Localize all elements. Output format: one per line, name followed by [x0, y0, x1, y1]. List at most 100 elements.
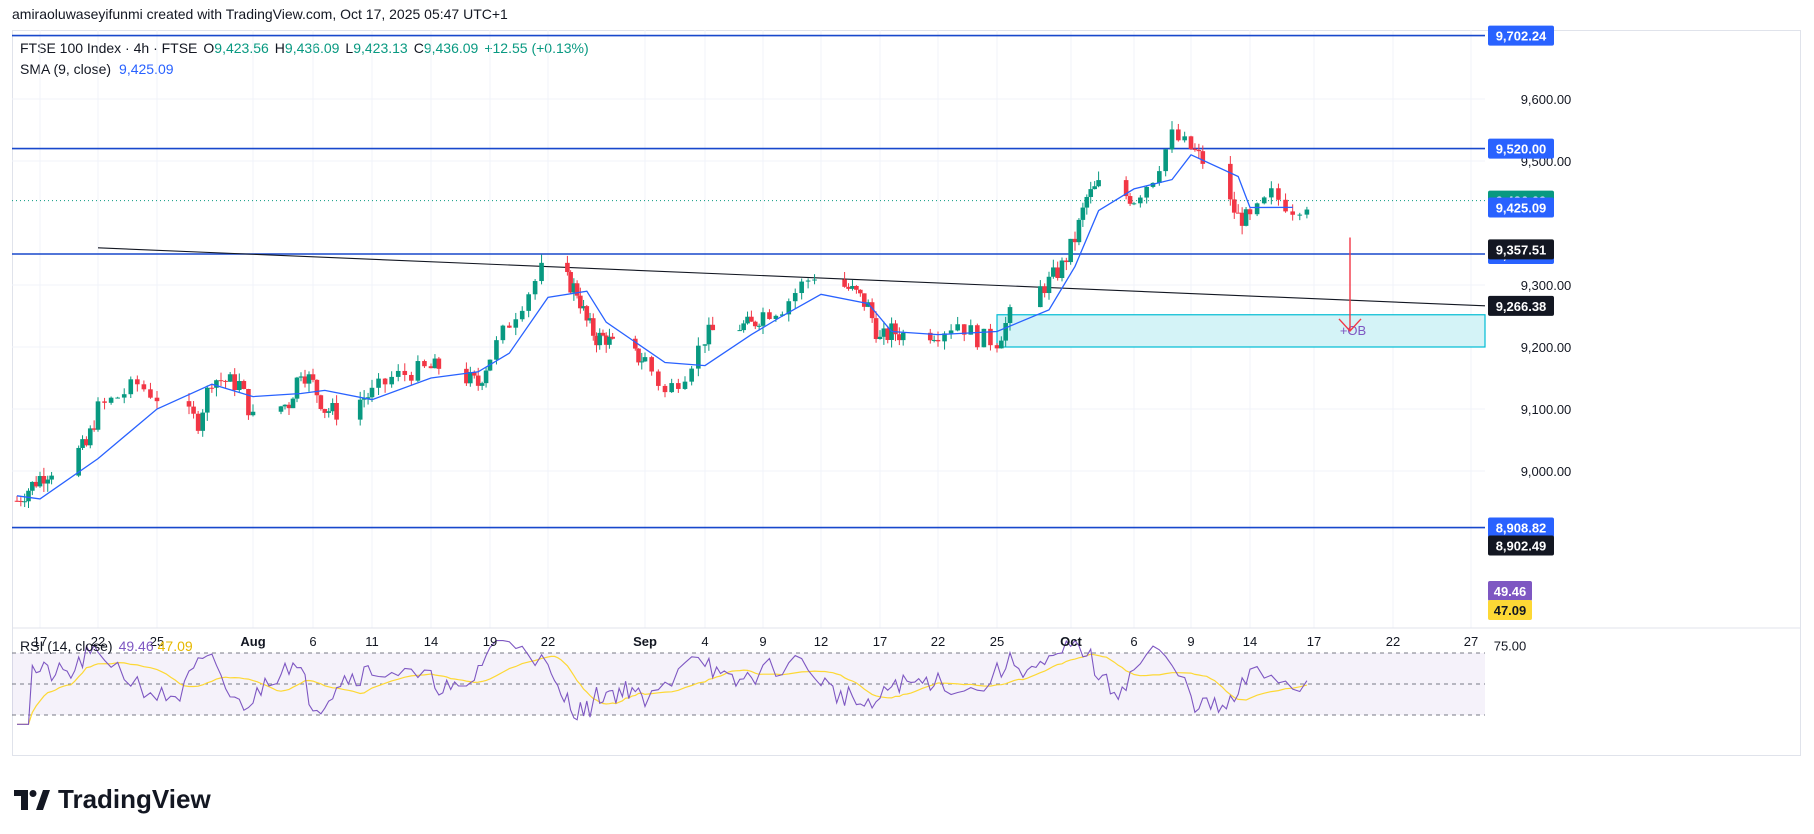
candle-body	[204, 387, 210, 413]
candle-body	[286, 404, 292, 409]
candle-body	[1096, 180, 1101, 187]
order-block-rect	[996, 314, 1486, 348]
candle-body	[885, 328, 891, 340]
time-tick-label: 25	[990, 634, 1004, 649]
candle-body	[108, 397, 114, 403]
candle-body	[1046, 276, 1052, 294]
candle-body	[432, 358, 438, 369]
candle-body	[669, 383, 674, 393]
candle-body	[988, 328, 993, 346]
candle-body	[154, 397, 160, 402]
time-tick-label: 6	[309, 634, 316, 649]
candle-body	[1038, 286, 1043, 308]
candle-body	[246, 389, 251, 416]
candle-body	[1088, 189, 1094, 197]
candle-body	[752, 321, 758, 327]
candle-body	[842, 279, 847, 287]
candle-body	[975, 325, 980, 348]
price-tick-label: 9,000.00	[1521, 464, 1572, 479]
candle-body	[881, 328, 887, 337]
candle-body	[786, 301, 792, 315]
time-tick-label: 4	[701, 634, 708, 649]
candle-body	[278, 406, 284, 412]
time-axis[interactable]: 17 22 25 Aug 6 11 14 19 22 Sep 4 9 12 17 22 25 Oct 6 9 14 17…	[33, 634, 1478, 649]
candle-body	[642, 357, 648, 362]
candle-body	[436, 358, 442, 369]
candle-body	[49, 475, 54, 480]
chart-legend: FTSE 100 Index · 4h · FTSE O9,423.56 H9,43…	[20, 40, 589, 77]
candle-body	[600, 332, 606, 336]
brand-name: TradingView	[58, 784, 211, 814]
candle-body	[597, 332, 603, 346]
candle-body	[578, 295, 583, 309]
candle-body	[931, 339, 937, 341]
candle-body	[584, 306, 590, 321]
candle-body	[91, 428, 97, 430]
candle-body	[1138, 197, 1143, 204]
candle-body	[1269, 188, 1274, 198]
axis-marker-tag-text: 9,357.51	[1496, 242, 1547, 257]
candle-body	[767, 312, 772, 319]
candle-body	[200, 412, 206, 431]
candle-body	[869, 302, 875, 319]
candle-body	[483, 370, 489, 384]
axis-marker-tag-text: 9,425.09	[1496, 200, 1547, 215]
candle-body	[760, 312, 766, 326]
trendline[interactable]	[97, 247, 1486, 307]
candle-body	[494, 340, 499, 360]
candle-body	[18, 500, 24, 502]
candle-body	[195, 413, 201, 431]
candle-body	[568, 272, 573, 293]
level-price-tag	[1488, 25, 1554, 46]
candle-body	[1228, 163, 1233, 200]
order-block-label: +OB	[1340, 323, 1366, 338]
horizontal-levels[interactable]	[12, 34, 1485, 529]
time-tick-label: 17	[33, 634, 47, 649]
candle-body	[357, 399, 363, 420]
time-tick-label: Aug	[240, 634, 265, 649]
candle-body	[1297, 214, 1303, 216]
candle-body	[799, 281, 804, 294]
candle-body	[676, 383, 681, 389]
candle-body	[639, 361, 645, 363]
axis-marker-tag	[1488, 197, 1554, 218]
candle-body	[942, 333, 947, 342]
tradingview-logo-icon	[14, 789, 50, 810]
candle-body	[26, 490, 31, 502]
time-tick-label: 22	[931, 634, 945, 649]
candle-body	[1059, 260, 1065, 279]
candle-body	[607, 336, 612, 345]
candle-body	[1163, 149, 1168, 172]
price-axis[interactable]: 9,600.009,500.009,300.009,200.009,100.00…	[1488, 25, 1572, 654]
tradingview-logo[interactable]: TradingView	[14, 784, 211, 815]
rsi-legend: RSI (14, close) 49.46 47.09	[20, 638, 193, 654]
candle-body	[218, 380, 224, 382]
candle-body	[87, 428, 93, 446]
candle-body	[102, 401, 107, 403]
time-tick-label: 17	[1307, 634, 1321, 649]
candle-body	[706, 324, 712, 345]
rsi-value-tag-text: 47.09	[1494, 603, 1527, 618]
price-tick-label: 9,600.00	[1521, 92, 1572, 107]
candle-body	[376, 378, 381, 388]
candle-body	[1283, 199, 1288, 212]
candle-body	[314, 379, 320, 396]
candle-body	[590, 318, 596, 336]
sma-value: 9,425.09	[119, 61, 174, 77]
candle-body	[587, 318, 593, 321]
projection-arrow[interactable]	[1338, 237, 1362, 332]
candle-body	[526, 294, 531, 311]
candle-body	[369, 387, 375, 398]
rsi-value-tag-text: 49.46	[1494, 584, 1527, 599]
time-tick-label: 22	[91, 634, 105, 649]
candle-body	[1084, 196, 1090, 208]
candle-body	[1127, 196, 1133, 204]
candle-body	[1064, 260, 1069, 263]
candle-body	[1092, 186, 1097, 190]
candle-body	[290, 398, 296, 409]
candle-body	[805, 280, 811, 282]
candle-body	[1182, 136, 1187, 141]
candle-body	[334, 403, 339, 420]
candle-body	[37, 476, 43, 487]
